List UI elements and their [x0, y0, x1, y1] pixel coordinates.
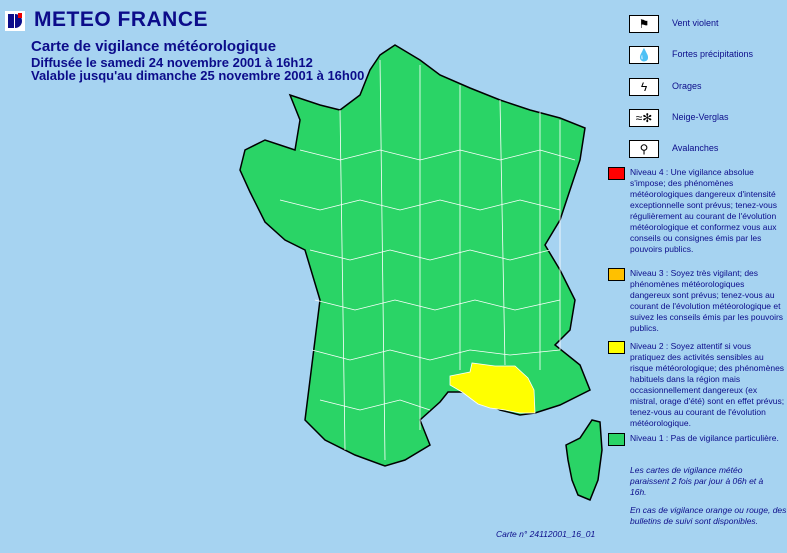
level-4-text: Niveau 4 : Une vigilance absolue s'impos… [630, 167, 777, 254]
avalanche-icon: ⚲ [629, 140, 659, 158]
hazard-label-rain: Fortes précipitations [672, 49, 754, 59]
hazard-label-storm: Orages [672, 81, 702, 91]
mainland-france[interactable] [239, 44, 591, 467]
snow-ice-icon: ≈✻ [629, 109, 659, 127]
brand-name: METEO FRANCE [34, 8, 208, 31]
valid-until: Valable jusqu'au dimanche 25 novembre 20… [31, 68, 365, 83]
yellow-vigilance-area[interactable] [449, 362, 536, 414]
page-title: Carte de vigilance météorologique [31, 38, 277, 55]
level-3-swatch [608, 268, 625, 281]
map-id: Carte n° 24112001_16_01 [496, 529, 596, 539]
level-3-text: Niveau 3 : Soyez très vigilant; des phén… [630, 268, 784, 333]
followup-note: En cas de vigilance orange ou rouge, des… [630, 505, 787, 526]
wind-icon: ⚑ [629, 15, 659, 33]
thunderstorm-icon: ϟ [629, 78, 659, 96]
level-2-text: Niveau 2 : Soyez attentif si vous pratiq… [630, 341, 785, 428]
level-2-swatch [608, 341, 625, 354]
schedule-note: Les cartes de vigilance météo paraissent… [630, 465, 764, 497]
hazard-label-avalanche: Avalanches [672, 143, 719, 153]
level-1-swatch [608, 433, 625, 446]
level-4-swatch [608, 167, 625, 180]
hazard-label-snow: Neige-Verglas [672, 112, 729, 122]
corsica[interactable] [565, 419, 603, 501]
level-1-text: Niveau 1 : Pas de vigilance particulière… [630, 433, 779, 443]
heavy-rain-icon: 💧 [629, 46, 659, 64]
hazard-label-wind: Vent violent [672, 18, 719, 28]
issued-date: Diffusée le samedi 24 novembre 2001 à 16… [31, 55, 313, 70]
department-borders [279, 59, 576, 461]
meteo-france-logo [5, 11, 25, 31]
